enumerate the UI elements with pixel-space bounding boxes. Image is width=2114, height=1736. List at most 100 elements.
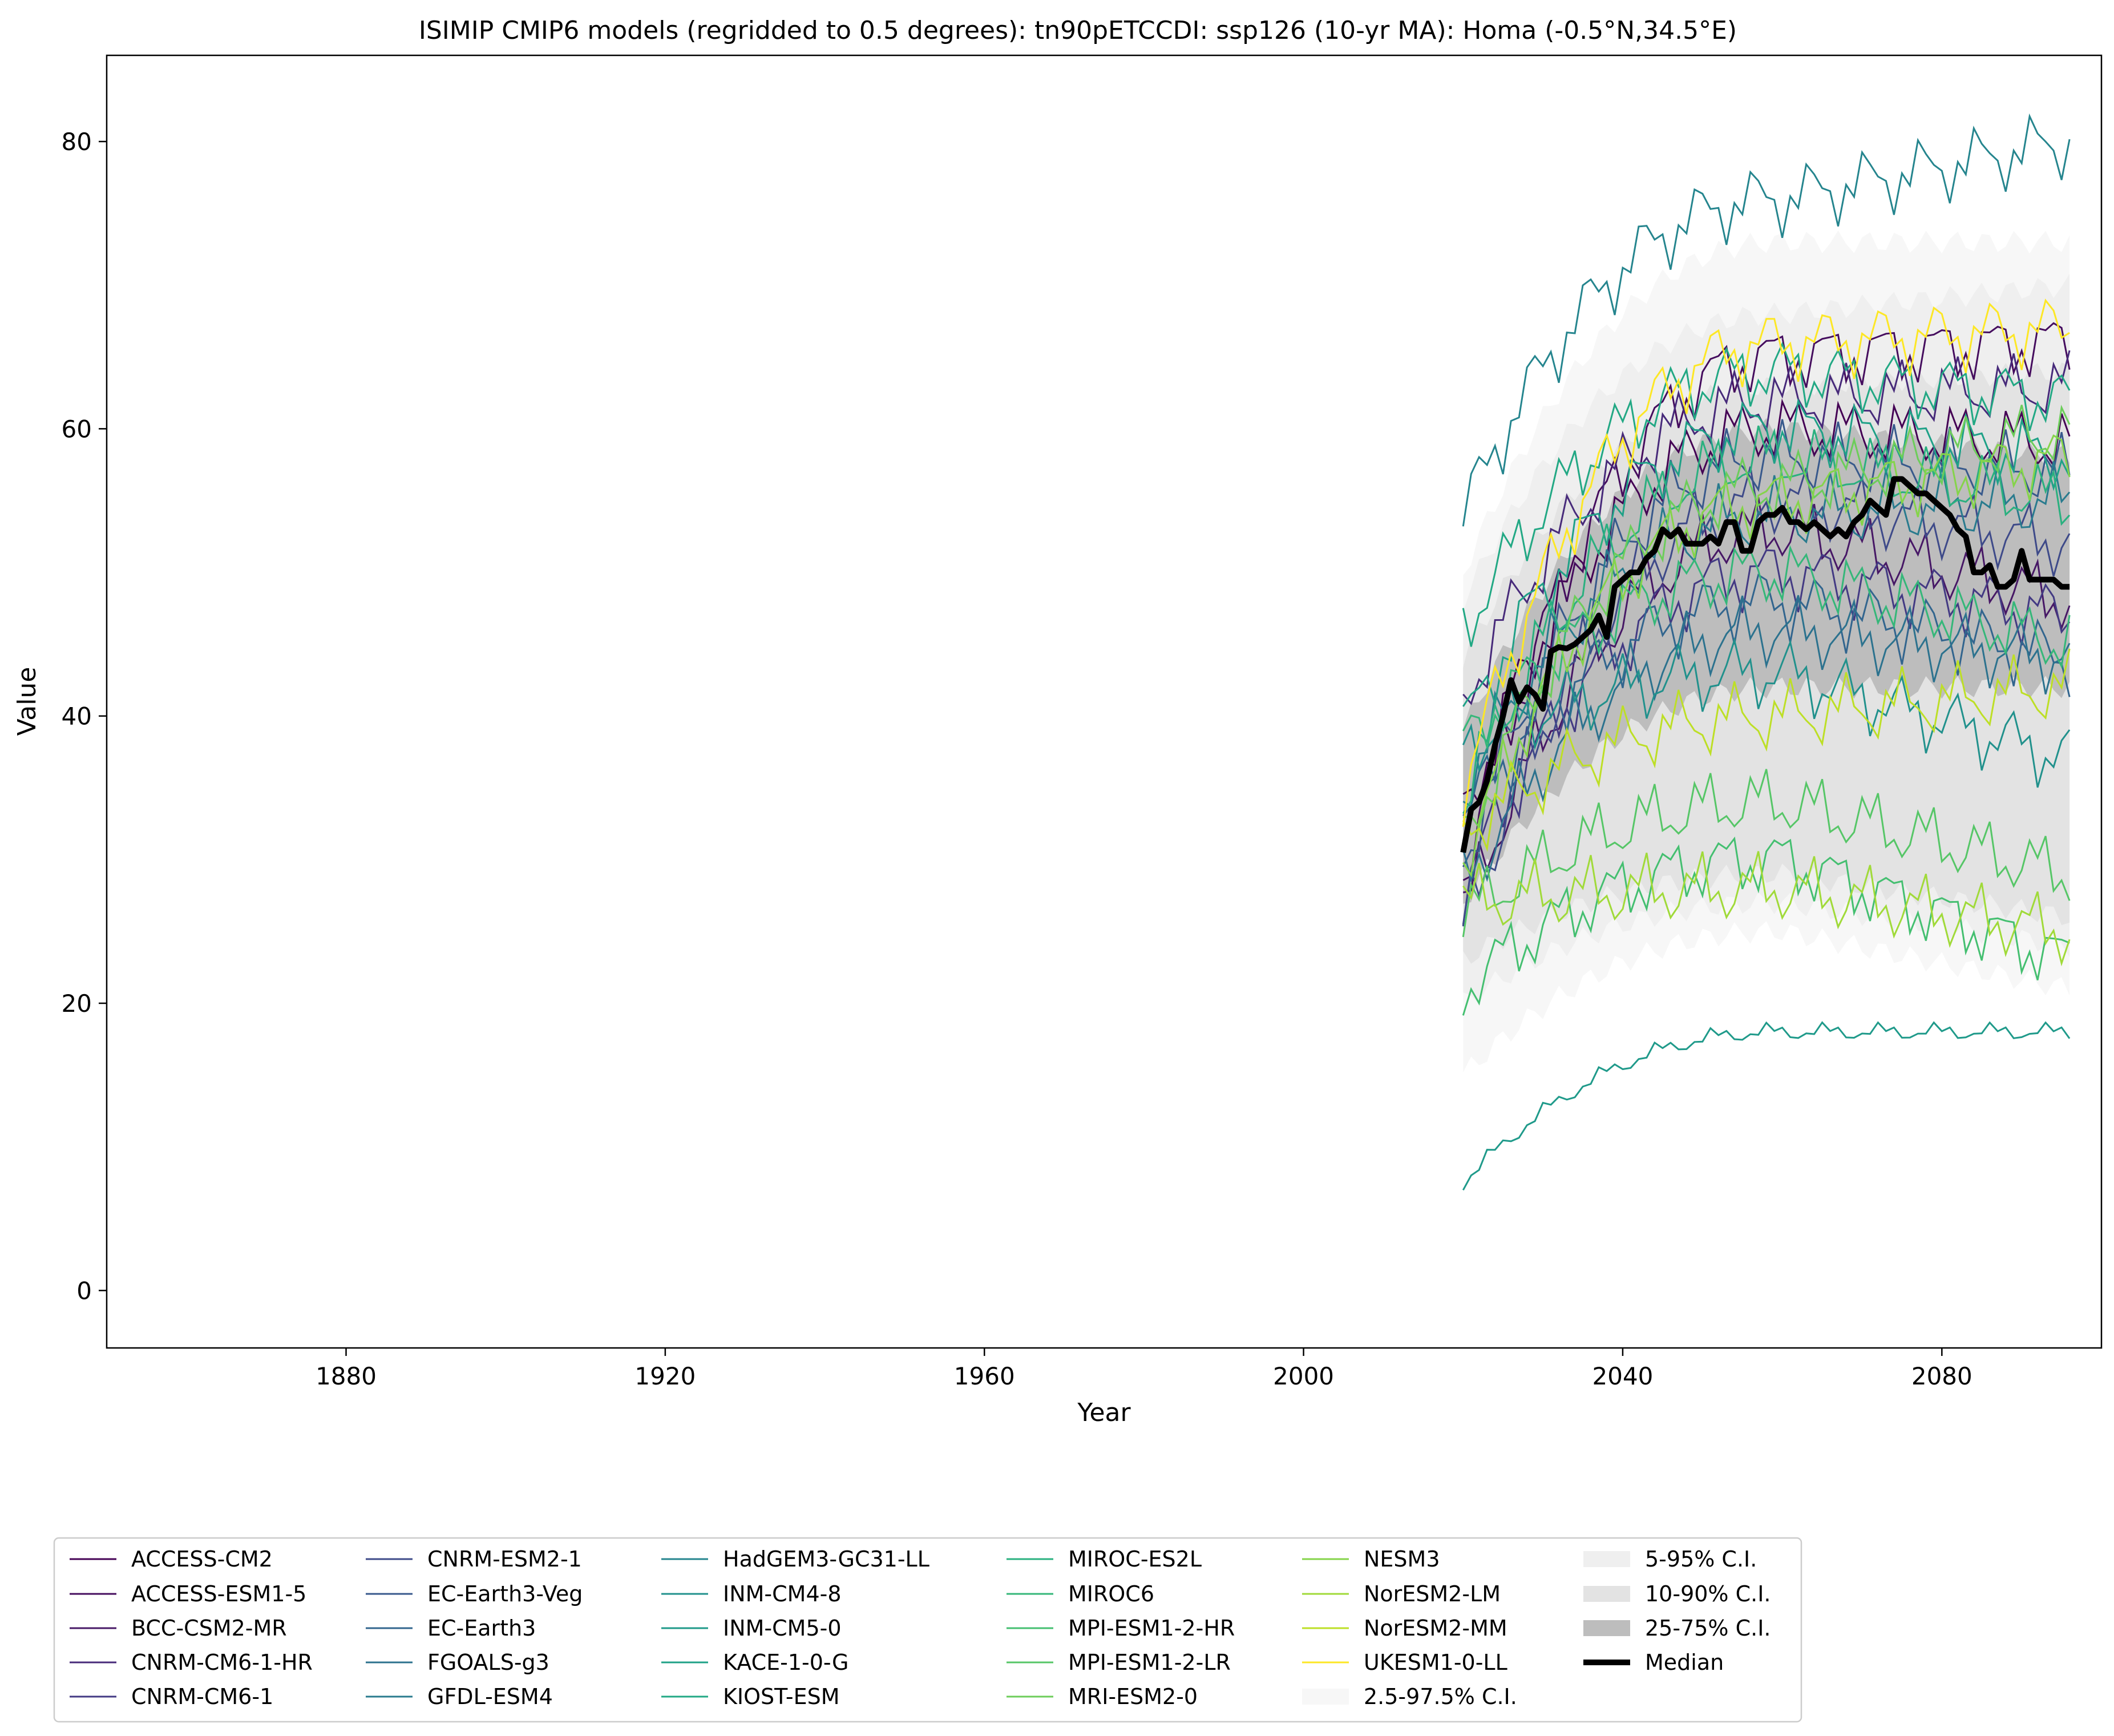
legend-label: FGOALS-g3 (427, 1650, 549, 1675)
series-line-mpi-esm1-2-hr (1462, 836, 2070, 1016)
legend-label: 5-95% C.I. (1645, 1547, 1757, 1572)
legend-entry: ACCESS-CM2 (70, 1547, 273, 1572)
legend-entry: EC-Earth3-Veg (366, 1581, 583, 1606)
legend-label: EC-Earth3 (427, 1616, 536, 1641)
legend-label: MIROC-ES2L (1068, 1547, 1202, 1572)
legend-entry: ACCESS-ESM1-5 (70, 1581, 306, 1606)
legend-entry: CNRM-CM6-1-HR (70, 1650, 313, 1675)
legend-entry: NorESM2-MM (1302, 1616, 1507, 1641)
legend-entry: HadGEM3-GC31-LL (661, 1547, 929, 1572)
legend-entry: UKESM1-0-LL (1302, 1650, 1507, 1675)
series-line-ec-earth3-veg (1462, 419, 2071, 867)
legend-label: CNRM-CM6-1 (131, 1684, 273, 1709)
legend-swatch (1302, 1689, 1349, 1705)
legend-entry: KIOST-ESM (661, 1684, 840, 1709)
legend-entry: EC-Earth3 (366, 1616, 536, 1641)
y-tick-label: 40 (62, 703, 92, 730)
y-axis-label: Value (13, 667, 42, 736)
legend-entry: INM-CM5-0 (661, 1616, 842, 1641)
x-tick-label: 2000 (1273, 1362, 1334, 1390)
legend-entry: 10-90% C.I. (1583, 1581, 1771, 1606)
legend-entry: MPI-ESM1-2-HR (1007, 1616, 1235, 1641)
legend-label: MPI-ESM1-2-HR (1068, 1616, 1235, 1641)
legend-entry: CNRM-ESM2-1 (366, 1547, 582, 1572)
x-tick-label: 1960 (954, 1362, 1015, 1390)
series-line-inm-cm4-8 (1462, 637, 2071, 788)
legend-swatch (1583, 1551, 1630, 1567)
legend-label: CNRM-CM6-1-HR (131, 1650, 313, 1675)
series-line-mri-esm2-0 (1463, 405, 2071, 830)
legend-entry: MIROC6 (1007, 1581, 1154, 1606)
legend-label: 10-90% C.I. (1645, 1581, 1771, 1606)
legend-entry: CNRM-CM6-1 (70, 1684, 273, 1709)
series-line-kace-1-0-g (1462, 398, 2071, 707)
legend-label: ACCESS-CM2 (131, 1547, 273, 1572)
legend-label: ACCESS-ESM1-5 (131, 1581, 306, 1606)
series-line-hadgem3-gc31-ll (1462, 113, 2071, 527)
legend-swatch (1583, 1620, 1630, 1636)
legend-label: CNRM-ESM2-1 (427, 1547, 582, 1572)
legend-entry: BCC-CSM2-MR (70, 1616, 287, 1641)
legend-entry: MPI-ESM1-2-LR (1007, 1650, 1231, 1675)
x-axis: 1880 1920 1960 2000 2040 2080 (316, 1348, 1972, 1390)
series-line-inm-cm5-0 (1462, 1021, 2071, 1191)
legend-label: NorESM2-MM (1364, 1616, 1507, 1641)
legend-entry: Median (1583, 1650, 1724, 1675)
legend-frame (53, 1537, 1802, 1723)
legend: ACCESS-CM2 ACCESS-ESM1-5 BCC-CSM2-MR CNRM-C… (53, 1537, 1802, 1723)
plot-frame (106, 54, 2103, 1349)
y-tick-label: 60 (62, 415, 92, 443)
series-line-cnrm-esm2-1 (1462, 466, 2071, 927)
series-line-kiost-esm (1462, 341, 2071, 647)
legend-label: BCC-CSM2-MR (131, 1616, 287, 1641)
legend-label: NorESM2-LM (1364, 1581, 1501, 1606)
legend-label: Median (1645, 1650, 1724, 1675)
chart-title: ISIMIP CMIP6 models (regridded to 0.5 de… (419, 16, 1737, 45)
legend-label: MPI-ESM1-2-LR (1068, 1650, 1231, 1675)
legend-entry: 2.5-97.5% C.I. (1302, 1684, 1517, 1709)
legend-entry: MIROC-ES2L (1007, 1547, 1202, 1572)
x-axis-label: Year (1077, 1398, 1131, 1427)
legend-label: NESM3 (1364, 1547, 1440, 1572)
legend-label: UKESM1-0-LL (1364, 1650, 1507, 1675)
legend-entry: INM-CM4-8 (661, 1581, 842, 1606)
y-tick-label: 20 (62, 990, 92, 1018)
series-line-miroc-es2l (1462, 425, 2071, 814)
legend-label: GFDL-ESM4 (427, 1684, 553, 1709)
series-line-ec-earth3 (1462, 574, 2071, 817)
y-tick-label: 0 (76, 1277, 92, 1305)
series-line-mpi-esm1-2-lr (1462, 769, 2071, 938)
legend-label: INM-CM4-8 (723, 1581, 842, 1606)
x-tick-label: 2040 (1592, 1362, 1654, 1390)
y-tick-label: 80 (62, 128, 92, 156)
series-line-gfdl-esm4 (1462, 461, 2071, 808)
legend-label: 25-75% C.I. (1645, 1616, 1771, 1641)
legend-entry: KACE-1-0-G (661, 1650, 848, 1675)
series-line-miroc6 (1462, 544, 2071, 751)
legend-entry: NESM3 (1302, 1547, 1440, 1572)
legend-entry: 25-75% C.I. (1583, 1616, 1771, 1641)
legend-label: 2.5-97.5% C.I. (1364, 1684, 1517, 1709)
legend-label: INM-CM5-0 (723, 1616, 842, 1641)
legend-entry: 5-95% C.I. (1583, 1547, 1757, 1572)
series-line-nesm3 (1462, 434, 2071, 878)
legend-swatch (1583, 1586, 1630, 1602)
legend-label: MRI-ESM2-0 (1068, 1684, 1198, 1709)
legend-label: KIOST-ESM (723, 1684, 840, 1709)
legend-label: EC-Earth3-Veg (427, 1581, 583, 1606)
plot-area (1460, 113, 2071, 1191)
legend-entry: NorESM2-LM (1302, 1581, 1501, 1606)
legend-label: MIROC6 (1068, 1581, 1154, 1606)
series-line-fgoals-g3 (1462, 595, 2071, 883)
y-axis: 0 20 40 60 80 (62, 128, 107, 1305)
legend-entry: MRI-ESM2-0 (1007, 1684, 1198, 1709)
series-line-noresm2-mm (1462, 648, 2071, 852)
series-line-noresm2-lm (1462, 851, 2071, 967)
series-line-ukesm1-0-ll (1462, 298, 2070, 827)
median-line (1460, 476, 2070, 853)
legend-label: KACE-1-0-G (723, 1650, 848, 1675)
x-tick-label: 2080 (1911, 1362, 1972, 1390)
x-tick-label: 1920 (634, 1362, 696, 1390)
legend-entry: GFDL-ESM4 (366, 1684, 553, 1709)
